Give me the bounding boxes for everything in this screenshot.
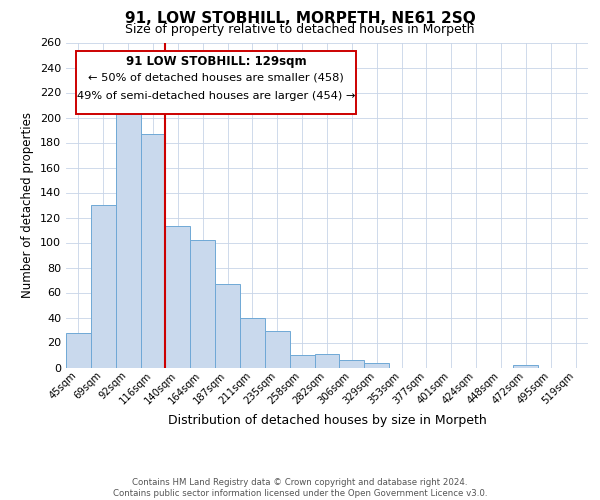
- Bar: [265, 331, 290, 368]
- Y-axis label: Number of detached properties: Number of detached properties: [22, 112, 34, 298]
- Bar: [215, 284, 240, 368]
- Bar: [314, 354, 340, 368]
- Text: 91 LOW STOBHILL: 129sqm: 91 LOW STOBHILL: 129sqm: [126, 56, 307, 68]
- Bar: [166, 226, 190, 368]
- Bar: [240, 318, 265, 368]
- Bar: [140, 134, 166, 368]
- Text: Contains HM Land Registry data © Crown copyright and database right 2024.
Contai: Contains HM Land Registry data © Crown c…: [113, 478, 487, 498]
- Bar: [116, 114, 140, 368]
- Text: ← 50% of detached houses are smaller (458): ← 50% of detached houses are smaller (45…: [88, 72, 344, 83]
- Bar: [290, 355, 314, 368]
- Text: 91, LOW STOBHILL, MORPETH, NE61 2SQ: 91, LOW STOBHILL, MORPETH, NE61 2SQ: [125, 11, 475, 26]
- Text: 49% of semi-detached houses are larger (454) →: 49% of semi-detached houses are larger (…: [77, 91, 355, 101]
- Bar: [364, 362, 389, 368]
- Bar: [340, 360, 364, 368]
- Bar: [66, 332, 91, 368]
- Bar: [190, 240, 215, 368]
- X-axis label: Distribution of detached houses by size in Morpeth: Distribution of detached houses by size …: [167, 414, 487, 427]
- Text: Size of property relative to detached houses in Morpeth: Size of property relative to detached ho…: [125, 22, 475, 36]
- Bar: [514, 365, 538, 368]
- Bar: [91, 205, 116, 368]
- FancyBboxPatch shape: [76, 50, 356, 114]
